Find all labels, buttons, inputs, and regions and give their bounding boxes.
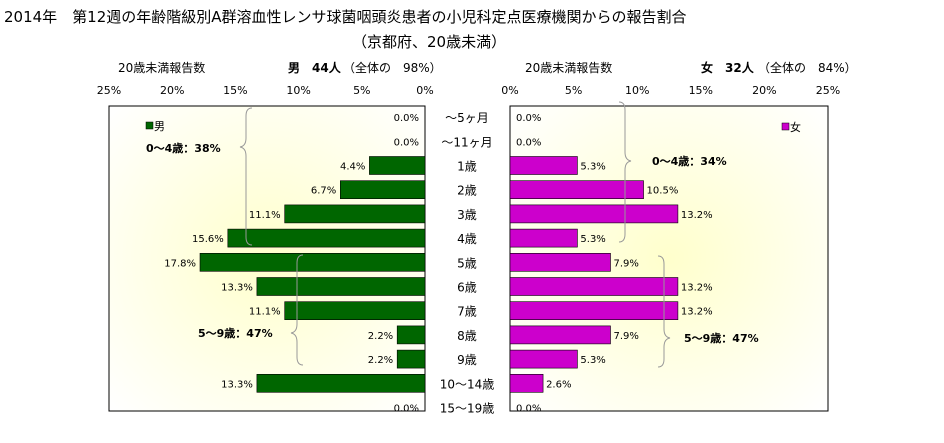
male-tick-label: 15%: [223, 84, 247, 97]
female-bar: [509, 253, 611, 272]
male-value-label: 17.8%: [164, 258, 196, 269]
male-value-label: 6.7%: [311, 186, 336, 197]
female-value-label: 2.6%: [546, 379, 571, 390]
male-brace-5-9: [290, 254, 304, 366]
category-labels: ～5ヶ月 ～11ヶ月 1歳 2歳 3歳 4歳 5歳 6歳 7歳 8歳 9歳 10～14歳 15～19歳: [440, 111, 495, 415]
female-bar: [509, 349, 578, 369]
male-value-label: 11.1%: [249, 307, 281, 318]
female-tick-label: 0%: [501, 84, 518, 97]
female-header-share: （全体の 84%）: [758, 60, 857, 75]
chart-subtitle: （京都府、20歳未満）: [352, 33, 506, 51]
female-annotation-0-4: 0～4歳：34%: [652, 154, 727, 168]
category-label: 4歳: [457, 232, 477, 246]
male-value-label: 0.0%: [394, 113, 419, 124]
female-legend-swatch: [781, 122, 790, 131]
male-brace-0-4: [239, 107, 253, 246]
female-bar: [509, 277, 679, 296]
male-value-label: 11.1%: [249, 210, 281, 221]
male-tick-label: 20%: [160, 84, 184, 97]
female-value-label: 5.3%: [580, 234, 605, 245]
female-tick-label: 25%: [816, 84, 840, 97]
female-axis-ticks: 0% 5% 10% 15% 20% 25%: [501, 84, 840, 97]
male-bar: [199, 253, 426, 272]
female-value-label: 0.0%: [516, 137, 541, 148]
female-bar: [509, 204, 679, 224]
male-header-share: （全体の 98%）: [343, 60, 442, 75]
category-label: ～5ヶ月: [445, 111, 489, 125]
female-value-label: 13.2%: [681, 210, 713, 221]
category-label: 1歳: [457, 160, 477, 174]
category-label: 9歳: [457, 353, 477, 367]
male-value-label: 13.3%: [221, 379, 253, 390]
female-tick-label: 10%: [625, 84, 649, 97]
male-annotation-5-9: 5～9歳：47%: [198, 326, 273, 340]
female-annotation-5-9: 5～9歳：47%: [684, 331, 759, 345]
female-value-label: 0.0%: [516, 404, 541, 415]
male-bar: [396, 349, 426, 369]
male-bar: [256, 277, 426, 296]
female-tick-label: 15%: [689, 84, 713, 97]
category-label: 8歳: [457, 329, 477, 343]
male-value-label: 2.2%: [368, 331, 393, 342]
category-label: ～11ヶ月: [441, 135, 492, 149]
male-value-label: 13.3%: [221, 283, 253, 294]
male-bar: [396, 325, 426, 345]
male-legend-swatch: [145, 121, 154, 130]
male-value-label: 4.4%: [340, 162, 365, 173]
male-tick-label: 5%: [353, 84, 370, 97]
male-bar: [340, 180, 426, 199]
female-tick-label: 20%: [752, 84, 776, 97]
female-bar: [509, 373, 544, 393]
category-label: 6歳: [457, 281, 477, 295]
female-bar: [509, 228, 578, 248]
male-bar: [256, 373, 426, 393]
female-bar: [509, 180, 644, 199]
male-annotation-0-4: 0～4歳：38%: [146, 141, 221, 155]
female-bar: [509, 301, 679, 321]
female-header-label: 20歳未満報告数: [525, 60, 612, 75]
male-value-label: 2.2%: [368, 355, 393, 366]
female-bar: [509, 156, 578, 175]
male-bar: [284, 204, 426, 224]
male-bars: 0.0% 0.0% 4.4% 6.7% 11.1% 15.6% 17.8% 13.3% 11.1…: [164, 113, 426, 415]
male-value-label: 15.6%: [192, 234, 224, 245]
female-tick-label: 5%: [565, 84, 582, 97]
female-value-label: 13.2%: [681, 307, 713, 318]
category-label: 5歳: [457, 256, 477, 270]
female-value-label: 5.3%: [580, 162, 605, 173]
category-label: 7歳: [457, 305, 477, 319]
male-legend-label: 男: [154, 120, 165, 133]
category-label: 2歳: [457, 184, 477, 198]
category-label: 3歳: [457, 208, 477, 222]
female-value-label: 7.9%: [613, 258, 638, 269]
female-value-label: 13.2%: [681, 283, 713, 294]
female-value-label: 0.0%: [516, 113, 541, 124]
category-label: 10～14歳: [440, 377, 495, 391]
male-tick-label: 25%: [97, 84, 121, 97]
female-brace-0-4: [618, 101, 632, 243]
female-legend-label: 女: [790, 120, 801, 134]
male-tick-label: 0%: [416, 84, 433, 97]
female-value-label: 10.5%: [647, 186, 679, 197]
male-tick-label: 10%: [286, 84, 310, 97]
female-bar: [509, 325, 611, 345]
male-value-label: 0.0%: [394, 137, 419, 148]
male-axis-ticks: 0% 5% 10% 15% 20% 25%: [97, 84, 434, 97]
female-brace-5-9: [657, 255, 671, 368]
female-value-label: 5.3%: [580, 355, 605, 366]
chart-title: 2014年 第12週の年齢階級別A群溶血性レンサ球菌咽頭炎患者の小児科定点医療機…: [4, 8, 687, 26]
female-header-count: 女 32人: [701, 60, 755, 75]
male-bar: [369, 156, 426, 175]
male-header-label: 20歳未満報告数: [118, 60, 205, 75]
male-bar: [284, 301, 426, 321]
male-bar: [227, 228, 426, 248]
male-value-label: 0.0%: [394, 404, 419, 415]
female-bars: 0.0% 0.0% 5.3% 10.5% 13.2% 5.3% 7.9% 13.2% 13.2%…: [509, 113, 713, 415]
male-header-count: 男 44人: [288, 60, 342, 75]
female-value-label: 7.9%: [613, 331, 638, 342]
category-label: 15～19歳: [440, 402, 495, 416]
